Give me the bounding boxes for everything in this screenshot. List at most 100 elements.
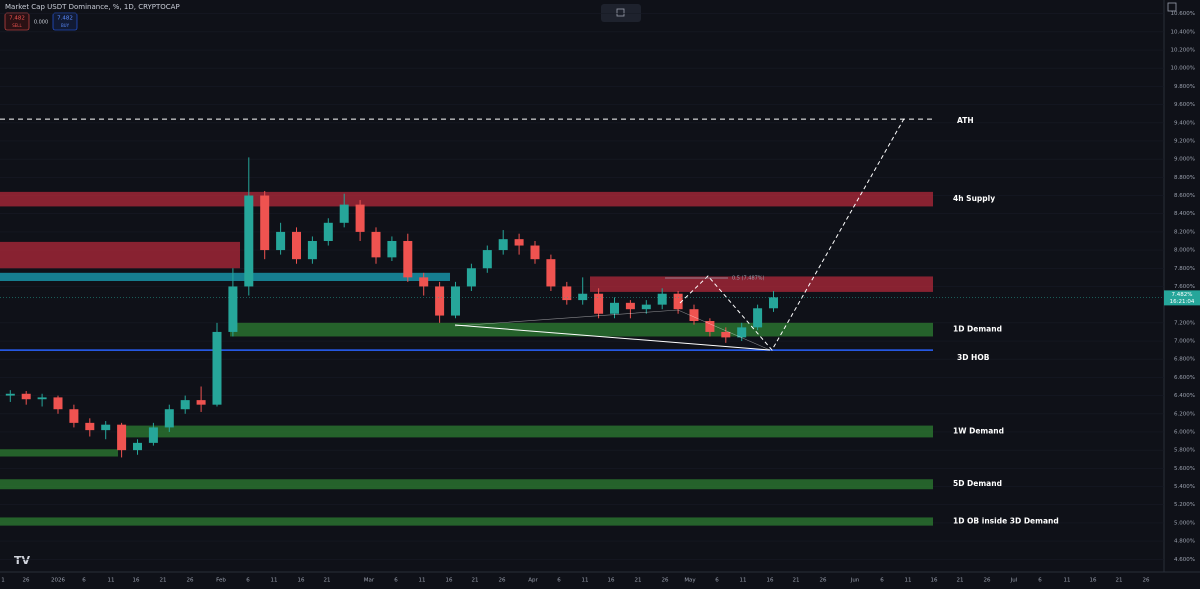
- candle-body: [514, 239, 524, 246]
- candle-body: [164, 409, 174, 428]
- candle-body: [705, 321, 715, 332]
- buy-price: 7.482: [57, 16, 73, 22]
- x-tick-label: 11: [905, 578, 912, 584]
- spread: 0.000: [34, 20, 48, 26]
- candle-body: [323, 222, 333, 241]
- y-tick-label: 6.200%: [1174, 411, 1195, 417]
- wedge-line: [454, 309, 771, 351]
- level-label: 3D HOB: [957, 353, 990, 362]
- x-tick-label: 26: [984, 578, 991, 584]
- y-tick-label: 10.600%: [1171, 11, 1195, 17]
- x-tick-label: 11: [582, 578, 589, 584]
- buy-label: BUY: [61, 23, 70, 28]
- candle-body: [133, 442, 142, 451]
- x-tick-label: 26: [187, 578, 194, 584]
- x-tick-label: 21: [1116, 578, 1123, 584]
- zone: [0, 517, 933, 526]
- y-tick-label: 9.200%: [1174, 138, 1195, 144]
- zone: [0, 272, 450, 281]
- x-tick-label: 1: [1, 578, 5, 584]
- y-tick-label: 6.400%: [1174, 393, 1195, 399]
- y-tick-label: 9.600%: [1174, 102, 1195, 108]
- x-tick-label: 21: [472, 578, 479, 584]
- x-tick-label: 6: [246, 578, 250, 584]
- projection-path: [679, 116, 906, 351]
- y-tick-label: 8.400%: [1174, 211, 1195, 217]
- candle-body: [5, 393, 15, 396]
- candle-body: [260, 195, 270, 251]
- candle-body: [578, 293, 588, 301]
- zone-label: 1W Demand: [953, 427, 1004, 436]
- candle-body: [546, 259, 556, 287]
- y-tick-label: 4.800%: [1174, 539, 1195, 545]
- x-tick-label: 11: [740, 578, 747, 584]
- x-tick-label: 6: [394, 578, 398, 584]
- y-tick-label: 10.000%: [1171, 66, 1195, 72]
- zone: [0, 241, 240, 269]
- zone: [230, 322, 933, 337]
- x-tick-label: 16: [298, 578, 305, 584]
- settings-icon[interactable]: [1167, 2, 1177, 12]
- sell-label: SELL: [12, 23, 22, 28]
- x-tick-label: Jun: [850, 578, 860, 584]
- candle-body: [562, 286, 572, 301]
- candle-body: [610, 302, 619, 314]
- fib-label: 0.5 (7.487%): [732, 276, 765, 282]
- candle-body: [641, 304, 651, 310]
- x-tick-label: 21: [160, 578, 167, 584]
- x-tick-label: 26: [1143, 578, 1150, 584]
- zone-label: 1D OB inside 3D Demand: [953, 517, 1059, 526]
- y-tick-label: 7.600%: [1174, 284, 1195, 290]
- toolbar-button[interactable]: [601, 4, 641, 22]
- y-tick-label: 10.400%: [1171, 29, 1195, 35]
- y-tick-label: 6.800%: [1174, 357, 1195, 363]
- x-tick-label: 26: [499, 578, 506, 584]
- candle-body: [307, 240, 317, 260]
- candle-body: [371, 231, 381, 258]
- candle-body: [482, 250, 492, 269]
- x-tick-label: Apr: [528, 578, 538, 584]
- zone: [118, 425, 933, 438]
- y-tick-label: 8.800%: [1174, 175, 1195, 181]
- candle-body: [498, 239, 508, 251]
- x-tick-label: 16: [446, 578, 453, 584]
- x-tick-label: 16: [608, 578, 615, 584]
- last-price: 7.482%: [1172, 292, 1193, 298]
- zone-label: 5D Demand: [953, 479, 1002, 488]
- x-tick-label: 11: [271, 578, 278, 584]
- x-tick-label: May: [684, 578, 696, 584]
- y-tick-label: 5.800%: [1174, 448, 1195, 454]
- y-tick-label: 6.600%: [1174, 375, 1195, 381]
- sell-price: 7.482: [9, 16, 25, 22]
- candle-body: [466, 268, 476, 287]
- candle-body: [101, 424, 111, 431]
- candle-body: [228, 286, 238, 332]
- y-tick-label: 5.000%: [1174, 520, 1195, 526]
- y-tick-label: 7.200%: [1174, 320, 1195, 326]
- candle-body: [594, 293, 604, 314]
- candle-body: [769, 297, 778, 309]
- x-tick-label: 26: [23, 578, 30, 584]
- y-tick-label: 4.600%: [1174, 557, 1195, 563]
- y-tick-label: 9.800%: [1174, 84, 1195, 90]
- candle-body: [721, 331, 731, 338]
- y-tick-label: 7.000%: [1174, 339, 1195, 345]
- y-tick-label: 7.800%: [1174, 266, 1195, 272]
- x-tick-label: 21: [957, 578, 964, 584]
- candle-body: [117, 424, 127, 451]
- zone-label: 1D Demand: [953, 325, 1002, 334]
- x-tick-label: 26: [820, 578, 827, 584]
- sell-button[interactable]: [4, 12, 30, 31]
- buy-button[interactable]: [52, 12, 78, 31]
- candle-body: [451, 286, 460, 316]
- y-tick-label: 9.400%: [1174, 120, 1195, 126]
- logo: TV: [14, 554, 31, 567]
- x-tick-label: 6: [82, 578, 86, 584]
- candle-body: [212, 331, 222, 405]
- x-tick-label: 6: [1038, 578, 1042, 584]
- x-tick-label: 16: [767, 578, 774, 584]
- zone: [0, 479, 933, 490]
- candle-body: [148, 427, 158, 443]
- candle-body: [673, 293, 683, 310]
